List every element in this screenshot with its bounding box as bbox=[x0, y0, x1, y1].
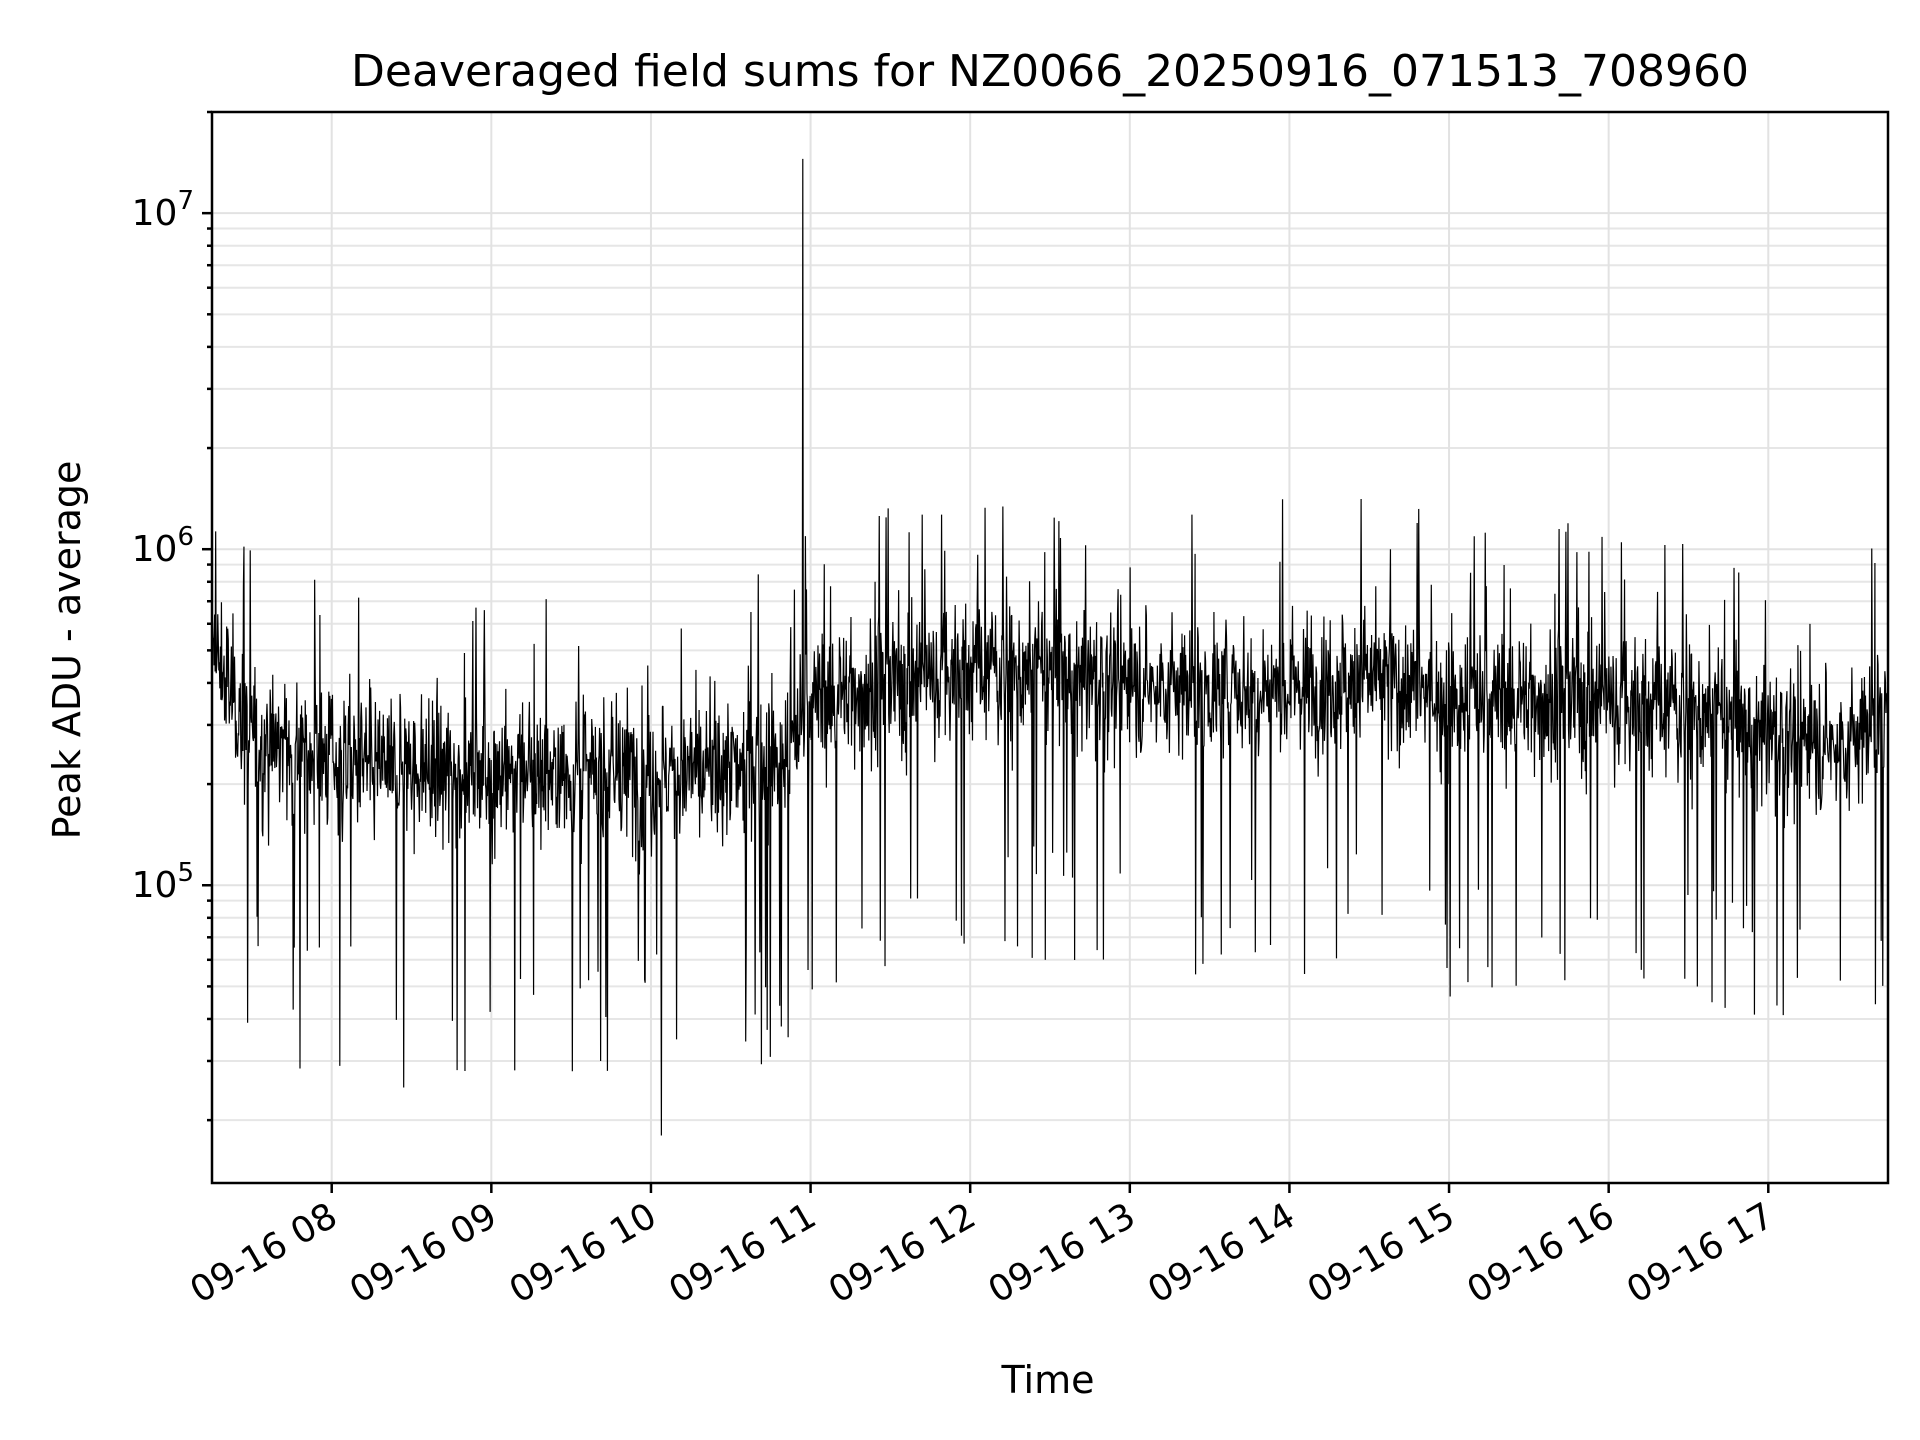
x-axis-label: Time bbox=[1001, 1358, 1095, 1402]
y-tick-label-base: 10 bbox=[132, 529, 178, 570]
y-tick-label-exponent: 5 bbox=[177, 858, 194, 888]
y-tick-label-base: 10 bbox=[132, 193, 178, 234]
y-tick-label: 106 bbox=[132, 522, 194, 570]
series-line bbox=[212, 158, 1888, 1136]
y-tick-label: 107 bbox=[132, 186, 194, 234]
y-tick-label-exponent: 7 bbox=[177, 186, 194, 216]
chart-title: Deaveraged field sums for NZ0066_2025091… bbox=[351, 46, 1749, 97]
grid bbox=[212, 111, 1888, 1183]
y-tick-label: 105 bbox=[132, 858, 194, 906]
y-tick-label-exponent: 6 bbox=[177, 522, 194, 552]
plot-frame bbox=[210, 110, 1890, 1185]
y-tick-label-base: 10 bbox=[132, 865, 178, 906]
y-axis-label: Peak ADU - average bbox=[45, 461, 89, 840]
series-layer bbox=[212, 158, 1888, 1136]
